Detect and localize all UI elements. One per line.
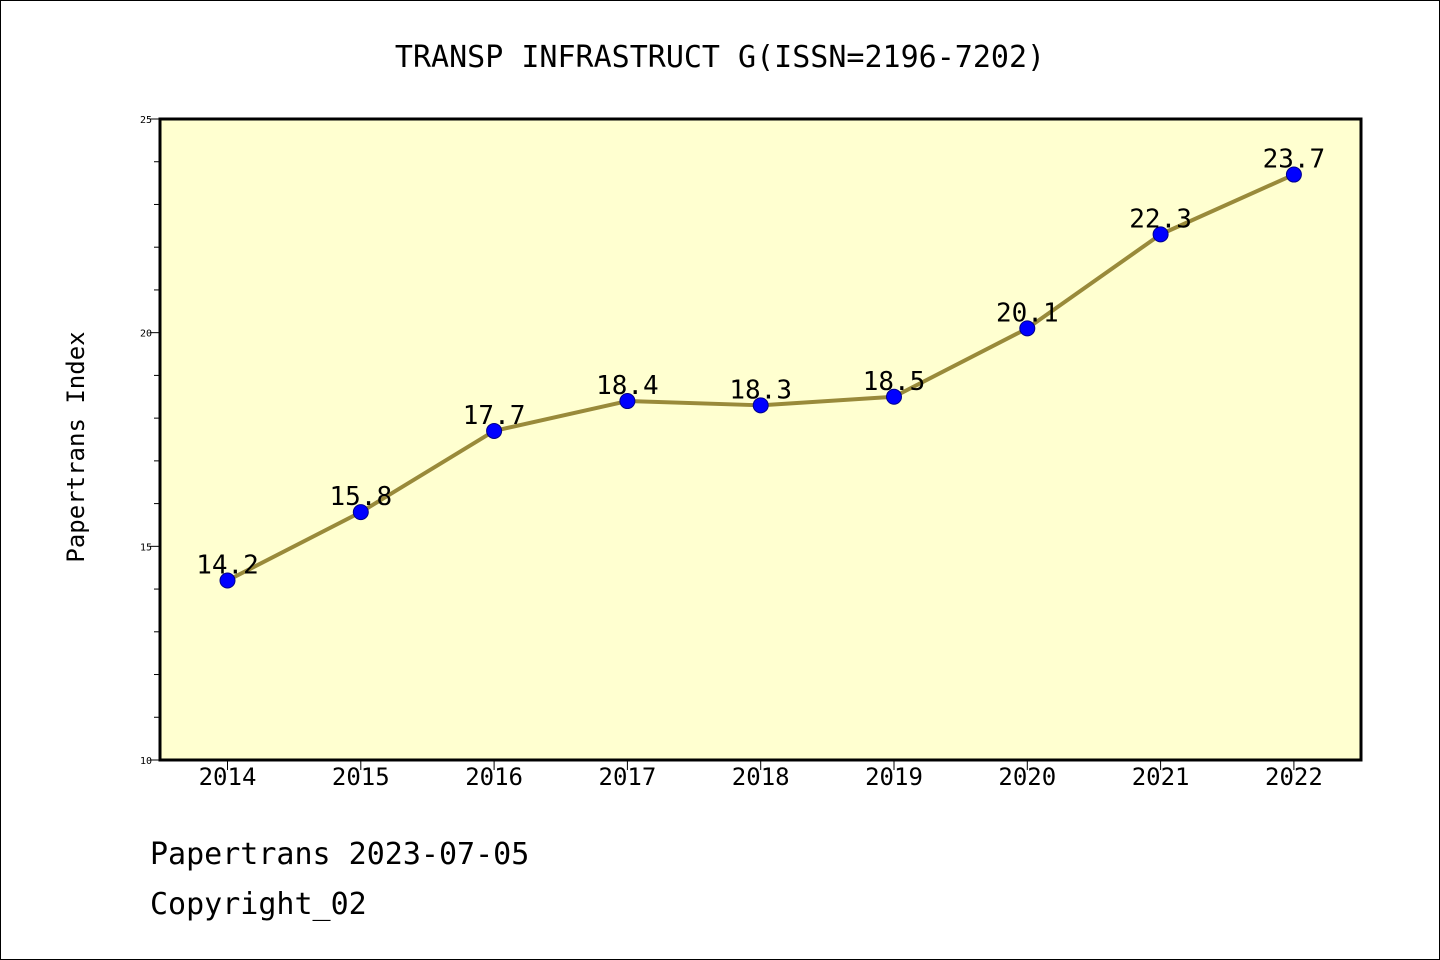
data-label: 20.1 xyxy=(996,298,1059,328)
y-axis-title: Papertrans Index xyxy=(62,331,90,562)
data-point xyxy=(486,422,503,439)
data-label: 22.3 xyxy=(1129,204,1192,234)
series-markers xyxy=(219,166,1302,589)
data-label: 23.7 xyxy=(1263,145,1326,175)
plot-area xyxy=(160,119,1361,760)
x-tick-label: 2015 xyxy=(332,763,390,791)
x-tick-label: 2020 xyxy=(998,763,1056,791)
y-tick-label: 20 xyxy=(140,329,152,340)
data-labels: 14.2 15.8 17.7 18.4 18.3 18.5 20.1 22.3 23.7 xyxy=(196,145,1325,581)
data-label: 18.4 xyxy=(596,371,659,401)
y-tick-label: 15 xyxy=(140,542,152,553)
data-point xyxy=(1152,226,1169,243)
data-label: 18.5 xyxy=(863,367,926,397)
data-label: 17.7 xyxy=(463,401,526,431)
data-label: 14.2 xyxy=(196,551,259,581)
x-tick-label: 2017 xyxy=(599,763,657,791)
x-tick-label: 2019 xyxy=(865,763,923,791)
y-tick-label: 10 xyxy=(140,756,152,767)
data-point xyxy=(1285,166,1302,183)
data-label: 18.3 xyxy=(729,375,792,405)
y-tick-label: 25 xyxy=(140,115,152,126)
chart-title: TRANSP INFRASTRUCT G(ISSN=2196-7202) xyxy=(395,40,1045,75)
data-point xyxy=(886,388,902,405)
x-tick-label: 2016 xyxy=(465,763,523,791)
footer-date: Papertrans 2023-07-05 xyxy=(150,837,529,872)
x-tick-label: 2022 xyxy=(1265,763,1323,791)
x-tick-label: 2018 xyxy=(732,763,790,791)
x-axis-ticks: 2014 2015 2016 2017 2018 2019 2020 2021 2022 xyxy=(199,760,1323,791)
data-point xyxy=(1019,320,1036,337)
data-point xyxy=(352,504,369,521)
plot-border xyxy=(158,117,1363,762)
y-axis-ticks: 10 15 20 25 xyxy=(140,115,160,767)
data-point xyxy=(219,572,236,589)
footer-copyright: Copyright_02 xyxy=(150,887,367,922)
x-tick-label: 2014 xyxy=(199,763,257,791)
data-label: 15.8 xyxy=(329,482,392,512)
data-point xyxy=(752,397,769,414)
x-tick-label: 2021 xyxy=(1132,763,1190,791)
data-point xyxy=(619,393,636,410)
